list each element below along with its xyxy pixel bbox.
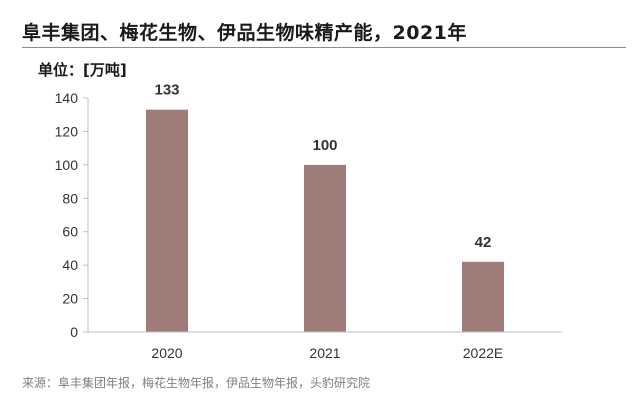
y-tick-label: 0 xyxy=(70,324,78,340)
x-tick-label-2022E: 2022E xyxy=(463,345,503,361)
bars: 133 100 42 xyxy=(146,82,504,332)
y-tick-label: 120 xyxy=(55,123,79,139)
y-tick-label: 140 xyxy=(55,90,79,106)
y-tick-label: 60 xyxy=(62,224,78,240)
data-label-2022E: 42 xyxy=(475,234,492,251)
data-label-2021: 100 xyxy=(312,137,337,154)
source-note: 来源：阜丰集团年报，梅花生物年报，伊品生物年报，头豹研究院 xyxy=(22,376,371,390)
y-tick-label: 20 xyxy=(62,291,78,307)
y-tick-label: 80 xyxy=(62,190,78,206)
data-label-2020: 133 xyxy=(154,82,179,99)
chart-title: 阜丰集团、梅花生物、伊品生物味精产能，2021年 xyxy=(22,22,467,44)
bar-2022E xyxy=(462,261,504,332)
x-tick-label-2020: 2020 xyxy=(151,345,182,361)
unit-label: 单位：[万吨] xyxy=(38,61,127,79)
y-axis: 0 20 40 60 80 100 120 140 xyxy=(55,90,89,340)
y-tick-label: 40 xyxy=(62,257,78,273)
x-tick-label-2021: 2021 xyxy=(309,345,340,361)
y-tick-label: 100 xyxy=(55,157,79,173)
title-divider xyxy=(22,47,626,48)
bar-2020 xyxy=(146,109,188,332)
x-axis: 2020 2021 2022E xyxy=(88,331,562,361)
bar-2021 xyxy=(304,164,346,332)
